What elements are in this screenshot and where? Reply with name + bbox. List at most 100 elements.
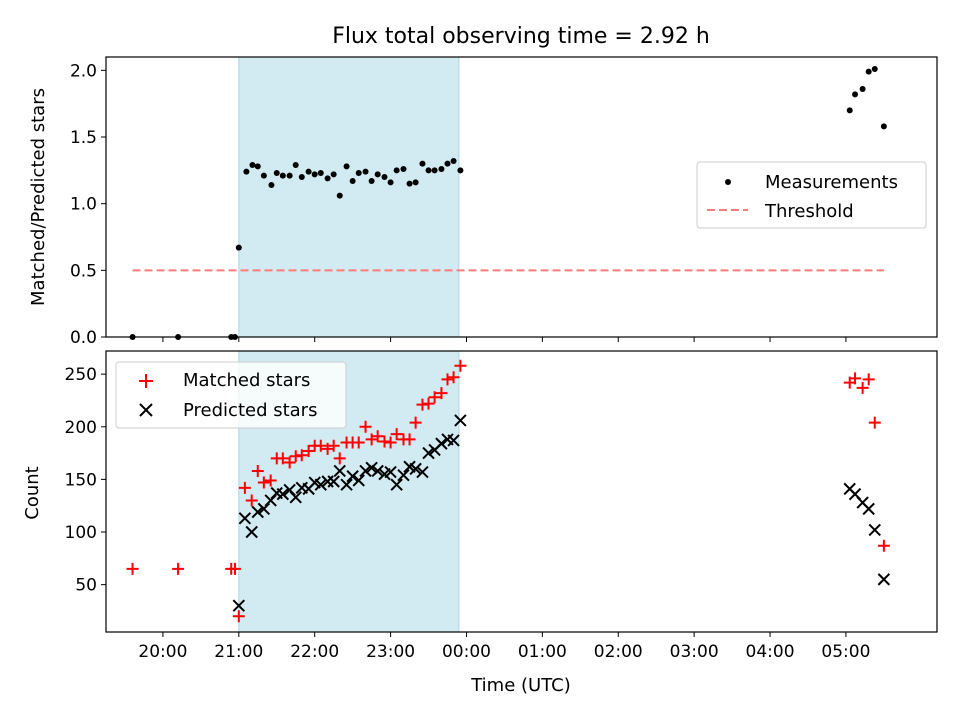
matched-star-point xyxy=(422,397,435,410)
matched-star-point xyxy=(333,452,346,465)
predicted-star-point xyxy=(359,464,372,478)
x-tick-label: 02:00 xyxy=(594,642,643,662)
x-tick-label: 21:00 xyxy=(214,642,263,662)
measurement-point xyxy=(880,123,887,130)
measurement-point xyxy=(400,166,407,172)
measurement-point xyxy=(324,175,331,182)
matched-star-point xyxy=(359,420,372,433)
predicted-star-point xyxy=(340,478,353,491)
predicted-star-point xyxy=(384,465,397,479)
measurement-point xyxy=(852,91,859,98)
predicted-star-point xyxy=(447,434,460,447)
predicted-star-point xyxy=(416,465,429,479)
top-y-axis-label: Matched/Predicted stars xyxy=(28,88,49,306)
matched-star-point xyxy=(868,416,881,429)
measurement-point xyxy=(450,158,457,164)
measurement-point xyxy=(393,167,400,174)
top-panel: 0.0 0.5 1.0 1.5 2.0 xyxy=(70,56,938,348)
matched-star-point xyxy=(245,494,258,507)
measurement-point xyxy=(374,171,381,178)
x-tick-label: 22:00 xyxy=(290,642,339,662)
predicted-star-point xyxy=(276,487,290,501)
x-tick-label: 04:00 xyxy=(746,642,795,662)
x-tick-label: 20:00 xyxy=(138,642,187,662)
matched-star-point xyxy=(856,381,869,394)
y-tick-label: 2.0 xyxy=(70,61,97,81)
measurement-point xyxy=(305,168,312,175)
matched-star-point xyxy=(403,433,416,446)
matched-star-point xyxy=(849,372,862,385)
measurement-point xyxy=(368,178,375,184)
matched-star-point xyxy=(390,428,403,441)
legend-marker-matched xyxy=(139,374,153,388)
measurement-point xyxy=(330,171,337,178)
predicted-star-point xyxy=(365,461,378,475)
x-tick-label: 00:00 xyxy=(442,642,491,662)
measurement-point xyxy=(235,244,242,251)
predicted-star-point xyxy=(333,464,346,478)
x-axis-label: Time (UTC) xyxy=(470,675,571,696)
matched-star-point xyxy=(321,442,334,455)
matched-star-point xyxy=(257,476,270,489)
legend-label-predicted: Predicted stars xyxy=(183,400,317,421)
predicted-star-point xyxy=(454,414,467,427)
y-tick-label: 150 xyxy=(65,470,97,490)
matched-star-point xyxy=(877,539,890,552)
predicted-star-point xyxy=(397,468,410,482)
axes-frame xyxy=(105,56,938,338)
y-tick-label: 250 xyxy=(65,365,97,385)
matched-star-point xyxy=(327,439,340,452)
matched-star-point xyxy=(416,398,429,411)
measurement-point xyxy=(871,66,878,72)
measurement-point xyxy=(381,174,388,180)
predicted-star-point xyxy=(371,464,384,478)
matched-star-point xyxy=(289,450,302,463)
matched-star-point xyxy=(283,456,296,469)
y-tick-label: 200 xyxy=(65,418,97,438)
predicted-star-point xyxy=(346,470,359,483)
legend-label-matched: Matched stars xyxy=(183,370,310,391)
predicted-star-point xyxy=(409,462,422,476)
matched-star-point xyxy=(126,562,139,575)
top-legend: Measurements Threshold xyxy=(696,161,927,229)
predicted-star-point xyxy=(245,525,258,539)
legend-label-threshold: Threshold xyxy=(764,201,854,222)
matched-star-point xyxy=(314,439,327,452)
measurement-point xyxy=(343,163,350,170)
predicted-star-point xyxy=(257,502,271,516)
measurement-point xyxy=(425,167,432,174)
measurement-point xyxy=(349,178,356,184)
measurement-point xyxy=(243,168,250,175)
matched-star-point xyxy=(365,433,378,446)
bottom-legend: Matched stars Predicted stars xyxy=(115,361,347,429)
matched-star-point xyxy=(276,452,289,465)
measurement-point xyxy=(457,167,464,174)
measurement-point xyxy=(336,192,343,199)
measurement-point xyxy=(286,172,293,179)
measurement-point xyxy=(317,170,324,176)
measurement-point xyxy=(859,86,866,92)
predicted-star-point xyxy=(422,446,435,460)
observing-interval-band xyxy=(238,56,460,338)
matched-star-point xyxy=(441,373,454,386)
measurement-point xyxy=(298,174,305,180)
matched-star-point xyxy=(295,449,308,462)
measurement-point xyxy=(438,166,445,172)
y-tick-label: 50 xyxy=(75,576,97,596)
matched-star-point xyxy=(251,464,264,477)
chart-title: Flux total observing time = 2.92 h xyxy=(332,24,710,49)
matched-star-point xyxy=(409,416,422,429)
matched-star-point xyxy=(435,387,448,400)
predicted-star-point xyxy=(251,505,264,519)
measurement-point xyxy=(254,163,261,170)
predicted-star-point xyxy=(862,502,875,516)
x-tick-label: 23:00 xyxy=(366,642,415,662)
matched-star-point xyxy=(302,444,315,457)
measurement-point xyxy=(279,172,286,179)
predicted-star-point xyxy=(238,512,252,525)
y-tick-label: 1.0 xyxy=(70,195,97,215)
legend-marker-measurements xyxy=(725,179,731,185)
matched-star-point xyxy=(862,373,875,386)
legend-box xyxy=(115,361,347,429)
